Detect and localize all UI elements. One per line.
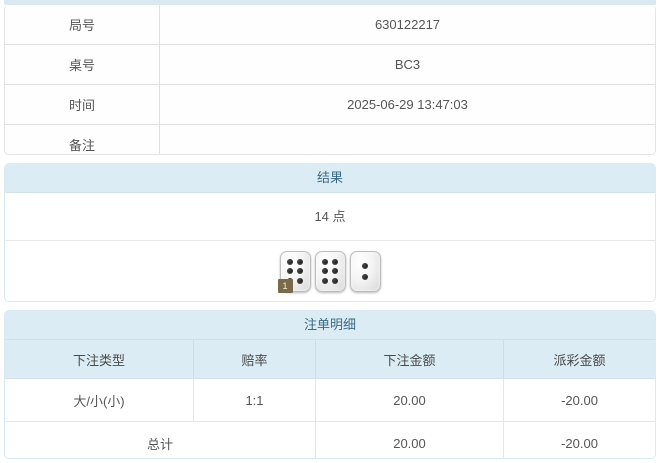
- cell-bet-amount: 20.00: [315, 378, 504, 422]
- pip: [322, 278, 329, 285]
- bet-section-title: 注单明细: [5, 311, 655, 340]
- table-row: 局号 630122217: [5, 5, 655, 45]
- top-partial-header-strip: [4, 0, 656, 5]
- result-points-value: 14 点: [5, 193, 655, 241]
- cell-total-bet-amount: 20.00: [315, 421, 504, 458]
- result-dice-area: 1: [5, 241, 655, 301]
- bet-detail-table: 下注类型 赔率 下注金额 派彩金额 大/小(小) 1:1 20.00 -20.0…: [5, 340, 655, 458]
- info-label-round-no: 局号: [5, 5, 160, 45]
- pip: [296, 278, 303, 285]
- pip: [362, 263, 368, 270]
- cell-total-payout-amount: -20.00: [503, 421, 655, 458]
- die-1-face-6: 1: [277, 251, 311, 293]
- die-2-face-6: [314, 251, 346, 292]
- pip: [296, 268, 303, 275]
- info-label-table-no: 桌号: [5, 44, 160, 85]
- round-info-panel: 局号 630122217 桌号 BC3 时间 2025-06-29 13:47:…: [4, 5, 656, 155]
- info-value-time: 2025-06-29 13:47:03: [159, 84, 655, 125]
- pip: [331, 278, 338, 285]
- pip: [296, 258, 303, 265]
- info-label-time: 时间: [5, 84, 160, 125]
- result-panel: 结果 14 点 1: [4, 163, 656, 302]
- pip: [287, 258, 294, 265]
- round-info-table: 局号 630122217 桌号 BC3 时间 2025-06-29 13:47:…: [5, 5, 655, 154]
- info-value-remark: [159, 124, 655, 154]
- pip: [287, 268, 294, 275]
- pip: [331, 268, 338, 275]
- pip: [331, 258, 338, 265]
- die-1-badge: 1: [277, 279, 293, 293]
- table-header-row: 下注类型 赔率 下注金额 派彩金额: [5, 340, 655, 379]
- die-3-face-2: [349, 251, 381, 292]
- table-row: 桌号 BC3: [5, 44, 655, 85]
- dice-row: 1: [277, 251, 381, 293]
- pip: [362, 273, 368, 280]
- cell-payout-amount: -20.00: [503, 378, 655, 422]
- column-header-bet-type: 下注类型: [5, 340, 194, 379]
- info-label-remark: 备注: [5, 124, 160, 154]
- column-header-payout-amount: 派彩金额: [503, 340, 655, 379]
- info-value-round-no: 630122217: [159, 5, 655, 45]
- cell-bet-type: 大/小(小): [5, 378, 194, 422]
- column-header-odds: 赔率: [193, 340, 316, 379]
- column-header-bet-amount: 下注金额: [315, 340, 504, 379]
- cell-odds: 1:1: [193, 378, 316, 422]
- table-row: 时间 2025-06-29 13:47:03: [5, 84, 655, 125]
- pip: [322, 258, 329, 265]
- bet-detail-panel: 注单明细 下注类型 赔率 下注金额 派彩金额 大/小(小) 1:1 20.00 …: [4, 310, 656, 459]
- table-total-row: 总计 20.00 -20.00: [5, 421, 655, 458]
- table-row: 大/小(小) 1:1 20.00 -20.00: [5, 378, 655, 422]
- result-section-title: 结果: [5, 164, 655, 193]
- pip: [322, 268, 329, 275]
- table-row: 备注: [5, 124, 655, 154]
- cell-total-label: 总计: [5, 421, 316, 458]
- info-value-table-no: BC3: [159, 44, 655, 85]
